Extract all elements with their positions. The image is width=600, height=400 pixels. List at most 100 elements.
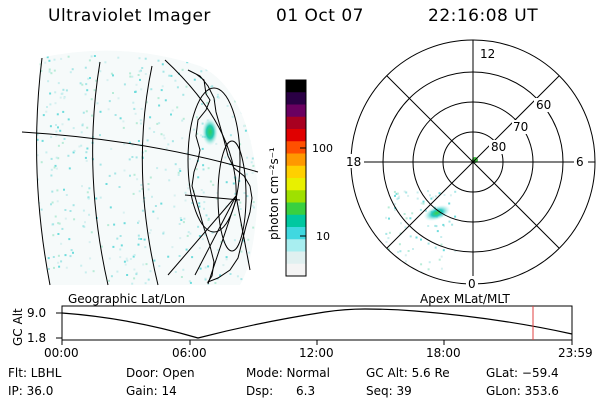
polar-speckle [454,250,457,253]
emission-speckle [126,259,129,262]
emission-speckle [141,187,144,190]
polar-speckle [440,243,443,246]
emission-speckle [205,65,207,67]
emission-speckle [178,255,181,257]
emission-speckle [201,103,204,105]
emission-speckle [42,114,45,117]
emission-speckle [32,201,34,203]
emission-speckle [237,93,240,96]
emission-speckle [163,137,166,140]
polar-speckle [451,223,454,226]
emission-speckle [54,91,57,94]
emission-speckle [84,93,87,96]
emission-speckle [136,178,139,181]
emission-speckle [201,147,204,150]
polar-speckle [399,250,402,253]
emission-speckle [203,207,205,210]
altitude-curve [61,308,573,339]
polar-speckle [385,240,388,243]
polar-speckle [427,190,429,193]
emission-speckle [133,277,136,280]
emission-speckle [238,205,241,208]
emission-speckle [179,170,182,172]
emission-speckle [253,250,256,253]
emission-speckle [95,79,98,82]
emission-speckle [92,270,95,273]
emission-speckle [134,90,137,93]
emission-speckle [131,143,134,146]
door-info: Door: Open [126,366,195,380]
emission-speckle [225,258,228,261]
polar-speckle [396,198,399,201]
emission-speckle [88,241,91,244]
polar-plot: 12 18 6 0 60 70 80 [344,39,596,291]
emission-speckle [239,62,242,65]
emission-speckle [49,92,52,95]
emission-speckle [133,268,136,271]
emission-speckle [174,163,177,166]
polar-speckle [434,246,437,249]
emission-speckle [240,250,243,253]
emission-speckle [34,238,36,240]
emission-speckle [158,122,161,125]
emission-speckle [137,221,139,224]
polar-speckle [427,242,430,245]
emission-speckle [51,201,54,204]
emission-speckle [215,197,218,200]
seq-info: Seq: 39 [366,384,412,398]
geographic-image-panel [21,50,259,286]
emission-speckle [251,115,254,118]
emission-speckle [201,122,204,125]
emission-speckle [140,107,143,110]
polar-speckle [405,191,408,194]
polar-speckle [438,192,441,195]
colorbar-band [286,239,306,252]
emission-speckle [156,122,159,125]
emission-speckle [243,55,246,58]
emission-speckle [184,199,187,202]
emission-speckle [48,59,51,62]
colorbar-band [286,141,306,154]
emission-speckle [82,209,85,212]
emission-speckle [176,106,179,109]
polar-speckle [440,267,443,270]
lat-lon-grid [21,57,259,286]
emission-speckle [198,247,201,250]
emission-speckle [41,271,44,273]
emission-speckle [141,67,144,69]
emission-speckle [162,231,165,234]
emission-speckle [137,243,140,246]
polar-speckle [440,236,443,238]
emission-speckle [60,57,63,60]
emission-speckle [31,107,33,109]
polar-speckle [454,215,457,218]
emission-speckle [170,74,173,77]
emission-speckle [87,197,90,200]
polar-speckle [438,258,441,261]
emission-speckle [197,225,200,228]
polar-speckle [399,232,402,235]
polar-speckle [403,190,406,193]
emission-speckle [108,100,111,103]
emission-speckle [170,113,172,116]
emission-speckle [119,248,122,251]
colorbar: 100 10 photon cm⁻²s⁻¹ [267,79,333,277]
emission-speckle [55,156,58,159]
emission-speckle [63,188,65,191]
emission-speckle [58,265,61,268]
emission-speckle [99,163,102,166]
y-tick-1-8: 1.8 [27,331,46,345]
emission-speckle [138,190,141,193]
emission-speckle [54,102,57,105]
emission-speckle [215,142,218,145]
emission-speckle [86,89,89,92]
emission-speckle [191,202,194,204]
emission-speckle [139,119,142,122]
emission-speckle [63,97,66,100]
emission-speckle [56,113,59,116]
emission-speckle [51,190,54,193]
gain-info: Gain: 14 [126,384,177,398]
emission-speckle [128,141,131,144]
emission-speckle [171,109,174,112]
emission-speckle [129,72,132,75]
